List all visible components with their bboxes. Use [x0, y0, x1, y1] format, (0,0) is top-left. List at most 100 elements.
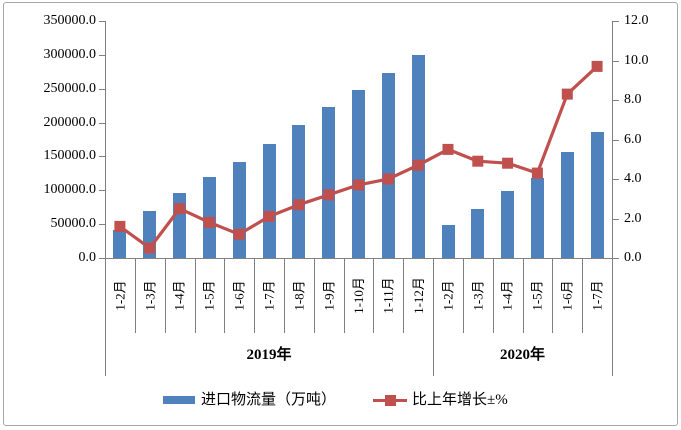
- line-marker-1-2月: [114, 220, 126, 232]
- category-label: 1-11月: [380, 277, 396, 314]
- category-separator: [134, 258, 136, 333]
- category-separator: [194, 258, 196, 333]
- left-axis-line: [105, 21, 106, 258]
- bar-1-4月: [501, 191, 515, 258]
- line-marker-1-2月: [442, 143, 454, 155]
- right-axis-tick-label: 6.0: [624, 131, 642, 147]
- left-axis-tick-label: 0.0: [78, 250, 97, 265]
- category-label: 1-2月: [112, 280, 128, 311]
- category-label: 1-5月: [201, 280, 217, 311]
- bar-legend-label: 进口物流量（万吨）: [201, 392, 337, 408]
- right-axis-tick: [613, 21, 619, 22]
- category-label: 1-3月: [470, 280, 486, 311]
- right-axis-tick: [613, 258, 619, 259]
- right-axis-tick: [613, 60, 619, 62]
- category-label: 1-12月: [410, 277, 426, 314]
- bar-1-12月: [411, 54, 425, 258]
- left-axis-tick: [99, 156, 105, 158]
- left-axis-tick-label: 150000.0: [43, 148, 97, 164]
- right-axis-tick: [613, 179, 619, 180]
- category-label-cell: 1-10月: [344, 260, 374, 331]
- left-axis-tick-label: 350000.0: [43, 13, 97, 28]
- line-marker-1-12月: [412, 159, 424, 171]
- right-axis-tick-label: 12.0: [624, 13, 649, 28]
- left-axis-tick: [99, 122, 105, 124]
- category-label-cell: 1-5月: [523, 260, 553, 331]
- left-axis-tick: [99, 190, 105, 192]
- line-marker-1-11月: [382, 173, 394, 185]
- line-marker-1-6月: [233, 228, 245, 240]
- bar-1-7月: [262, 144, 276, 258]
- bar-1-10月: [352, 90, 365, 258]
- left-axis-tick-label: 100000.0: [43, 182, 97, 198]
- category-label-cell: 1-3月: [135, 260, 165, 331]
- bar-1-9月: [322, 107, 336, 258]
- category-label: 1-10月: [351, 277, 366, 314]
- category-label: 1-3月: [142, 280, 158, 311]
- category-separator: [522, 258, 524, 333]
- right-axis-tick-label: 10.0: [624, 52, 649, 68]
- line-legend-marker-icon: [385, 395, 396, 406]
- bar-1-11月: [381, 73, 395, 258]
- category-label-cell: 1-4月: [493, 260, 523, 331]
- right-axis-tick: [613, 218, 619, 220]
- category-separator: [224, 258, 226, 333]
- line-marker-1-5月: [203, 216, 215, 228]
- year-label-2020年: 2020年: [500, 346, 546, 363]
- left-axis-tick-label: 300000.0: [43, 46, 97, 62]
- category-separator: [343, 258, 345, 333]
- left-axis-tick-label: 50000.0: [50, 216, 97, 232]
- category-separator: [313, 258, 315, 333]
- bar-legend-swatch-icon: [163, 396, 195, 404]
- category-label: 1-4月: [172, 280, 187, 311]
- left-axis-tick: [99, 258, 105, 259]
- line-marker-1-9月: [323, 189, 335, 201]
- bottom-axis-line: [105, 258, 613, 259]
- right-axis-tick-label: 4.0: [624, 171, 642, 186]
- bar-1-5月: [530, 178, 544, 258]
- bar-1-3月: [471, 209, 485, 258]
- category-separator: [373, 258, 375, 333]
- left-axis-tick: [99, 224, 105, 226]
- right-axis-line: [612, 21, 613, 258]
- growth-line: [118, 65, 599, 250]
- category-label-cell: 1-7月: [254, 260, 284, 331]
- right-axis-tick: [613, 100, 619, 101]
- line-marker-1-4月: [174, 203, 186, 215]
- line-marker-1-7月: [263, 211, 275, 222]
- category-separator: [582, 258, 584, 333]
- line-marker-1-5月: [531, 167, 543, 179]
- line-marker-1-8月: [293, 199, 305, 211]
- bar-1-8月: [292, 125, 306, 258]
- right-axis-tick-label: 0.0: [624, 250, 642, 265]
- line-legend-label: 比上年增长±%: [412, 392, 508, 408]
- category-label: 1-4月: [500, 280, 516, 311]
- category-label: 1-2月: [440, 280, 456, 311]
- category-label: 1-6月: [559, 280, 575, 311]
- right-axis-tick: [613, 139, 619, 141]
- right-axis-tick-label: 8.0: [624, 92, 642, 107]
- line-marker-1-7月: [591, 60, 603, 72]
- category-label: 1-9月: [321, 280, 337, 311]
- category-label-cell: 1-11月: [373, 260, 403, 331]
- left-axis-tick: [99, 54, 105, 56]
- line-marker-1-6月: [561, 88, 573, 100]
- line-marker-1-10月: [353, 179, 364, 191]
- bar-1-7月: [590, 132, 604, 258]
- right-axis-tick-label: 2.0: [624, 210, 642, 226]
- category-label-cell: 1-8月: [284, 260, 314, 331]
- category-label-cell: 1-2月: [433, 260, 463, 331]
- category-label: 1-7月: [261, 280, 277, 311]
- category-label: 1-5月: [529, 280, 545, 311]
- category-label-cell: 1-3月: [463, 260, 493, 331]
- left-axis-tick-label: 200000.0: [43, 114, 97, 130]
- category-label-cell: 1-6月: [224, 260, 254, 331]
- category-label-cell: 1-2月: [105, 260, 135, 331]
- category-separator: [552, 258, 554, 333]
- line-marker-1-4月: [502, 157, 514, 169]
- category-label-cell: 1-4月: [165, 260, 195, 331]
- line-marker-1-3月: [144, 242, 156, 254]
- year-group-separator: [612, 258, 613, 376]
